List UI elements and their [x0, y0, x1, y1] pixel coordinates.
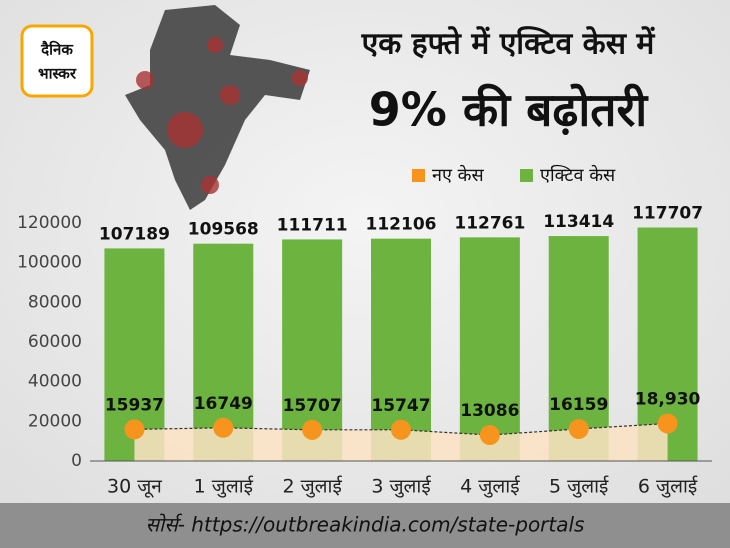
- legend-swatch: [412, 169, 425, 182]
- x-tick-label: 4 जुलाई: [460, 475, 520, 499]
- y-tick-label: 100000: [17, 253, 82, 273]
- point-value-label: 15707: [283, 396, 342, 416]
- legend-label: एक्टिव केस: [540, 164, 616, 186]
- bar-value-label: 112761: [454, 213, 525, 233]
- y-tick-label: 20000: [28, 411, 82, 431]
- line-point: [568, 418, 589, 439]
- x-tick-label: 1 जुलाई: [194, 475, 254, 499]
- x-tick-label: 6 जुलाई: [638, 475, 698, 499]
- line-area: [134, 423, 668, 461]
- point-value-label: 18,930: [635, 389, 701, 409]
- line-point: [213, 417, 234, 438]
- map-decoration: [125, 5, 310, 210]
- x-tick-label: 5 जुलाई: [549, 475, 609, 499]
- logo-text: भास्कर: [38, 65, 77, 83]
- line-point: [657, 413, 678, 434]
- virus-decoration: [136, 37, 308, 194]
- line-point: [391, 419, 411, 440]
- source-band: [0, 503, 730, 548]
- point-value-label: 16749: [194, 394, 253, 414]
- bar-value-label: 109568: [188, 220, 259, 240]
- x-tick-label: 3 जुलाई: [371, 475, 431, 499]
- y-tick-label: 0: [71, 451, 82, 471]
- line-point: [124, 419, 145, 440]
- point-value-label: 13086: [460, 401, 519, 421]
- chart-subtitle: 9% की बढ़ोतरी: [369, 83, 649, 137]
- line-point: [479, 425, 500, 446]
- legend-swatch: [520, 169, 533, 182]
- bar-value-label: 117707: [632, 204, 703, 224]
- bar-value-label: 113414: [543, 212, 614, 232]
- source: सोर्स- https://outbreakindia.com/state-p…: [146, 513, 585, 537]
- y-tick-label: 40000: [28, 372, 82, 392]
- point-value-label: 16159: [549, 395, 608, 415]
- line-point: [302, 419, 323, 440]
- bar-value-label: 112106: [366, 215, 437, 235]
- bar-value-label: 111711: [277, 215, 348, 235]
- chart-title: एक हफ्ते में एक्टिव केस में: [361, 26, 656, 62]
- y-tick-label: 80000: [28, 292, 82, 312]
- logo-box: [20, 24, 94, 98]
- bar: [459, 237, 520, 461]
- x-tick-label: 2 जुलाई: [282, 475, 342, 499]
- y-tick-label: 60000: [28, 332, 82, 352]
- y-tick-label: 120000: [17, 213, 82, 233]
- point-value-label: 15747: [371, 396, 430, 416]
- point-value-label: 15937: [105, 395, 164, 415]
- logo-text: दैनिक: [40, 41, 74, 59]
- bar-value-label: 107189: [99, 224, 170, 244]
- legend-label: नए केस: [432, 164, 484, 186]
- x-tick-label: 30 जून: [107, 476, 162, 499]
